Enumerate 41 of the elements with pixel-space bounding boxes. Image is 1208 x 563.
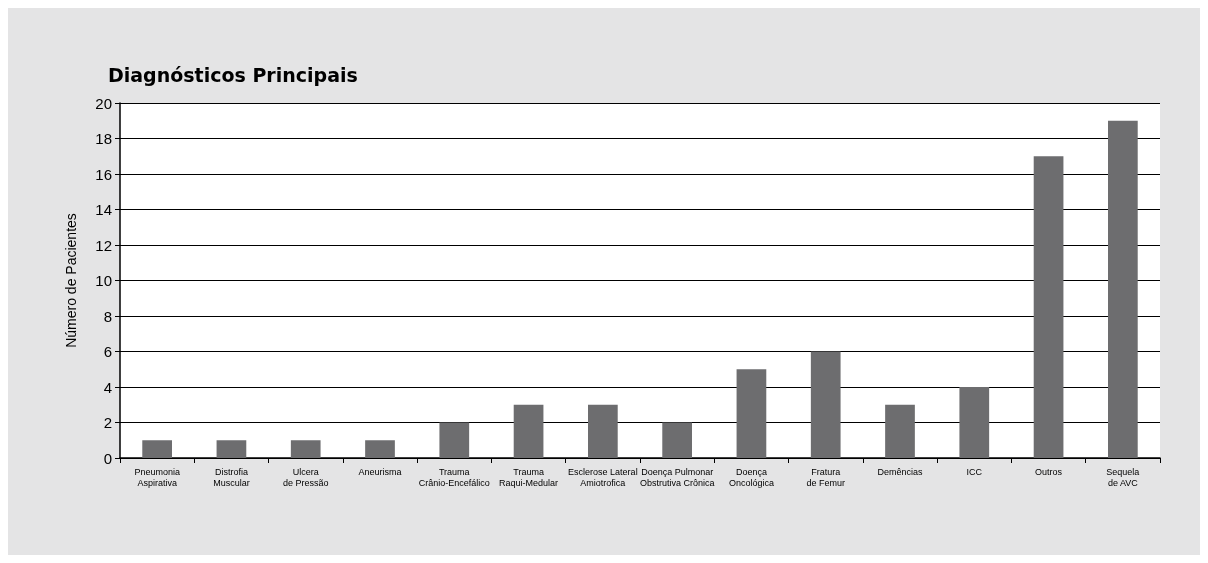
x-tick-label: Aneurisma xyxy=(358,466,402,477)
bar xyxy=(365,440,395,458)
bar xyxy=(1108,120,1138,458)
x-tick-label: Trauma Crânio-Encefálico xyxy=(418,466,490,488)
y-axis-title: Número de Pacientes xyxy=(63,213,79,348)
y-tick-label: 2 xyxy=(103,414,112,431)
x-tick-label: Fratura de Femur xyxy=(806,466,845,488)
y-tick-label: 4 xyxy=(103,378,112,396)
y-tick-label: 12 xyxy=(95,236,112,254)
x-tick-label: Doença Oncológica xyxy=(728,466,774,488)
bar xyxy=(1033,156,1064,458)
y-tick-label: 14 xyxy=(95,201,112,218)
x-tick-label: Pneumonia Aspirativa xyxy=(134,466,180,488)
x-tick-label: ICC xyxy=(966,466,983,477)
x-tick-label: Demências xyxy=(877,466,923,477)
x-tick-label: Ulcera de Pressão xyxy=(282,466,329,488)
bar xyxy=(810,351,841,458)
x-tick-label: Distrofia Muscular xyxy=(213,466,250,488)
x-tick-label: Trauma Raqui-Medular xyxy=(499,466,559,488)
bar xyxy=(588,404,618,458)
y-tick-label: 16 xyxy=(95,165,112,183)
x-tick-label: Outros xyxy=(1035,466,1063,477)
bar xyxy=(216,440,247,458)
x-tick-label: Esclerose Lateral Amiotrofica xyxy=(568,466,638,488)
bar xyxy=(662,422,692,458)
y-tick-label: 10 xyxy=(95,272,112,289)
bar xyxy=(290,440,321,458)
x-tick-label: Sequela de AVC xyxy=(1106,466,1140,488)
y-tick-label: 0 xyxy=(103,449,112,467)
bar xyxy=(885,404,915,458)
y-tick-label: 20 xyxy=(95,94,112,112)
x-tick-label: Doença Pulmonar Obstrutiva Crônica xyxy=(639,466,715,488)
y-tick-label: 6 xyxy=(103,343,112,360)
bar xyxy=(736,369,767,458)
chart-title: Diagnósticos Principais xyxy=(108,63,358,86)
y-tick-label: 8 xyxy=(103,307,112,325)
bar xyxy=(959,387,990,458)
y-tick-label: 18 xyxy=(95,130,112,147)
bar xyxy=(439,422,470,458)
bar xyxy=(513,404,544,458)
bar xyxy=(142,440,172,458)
